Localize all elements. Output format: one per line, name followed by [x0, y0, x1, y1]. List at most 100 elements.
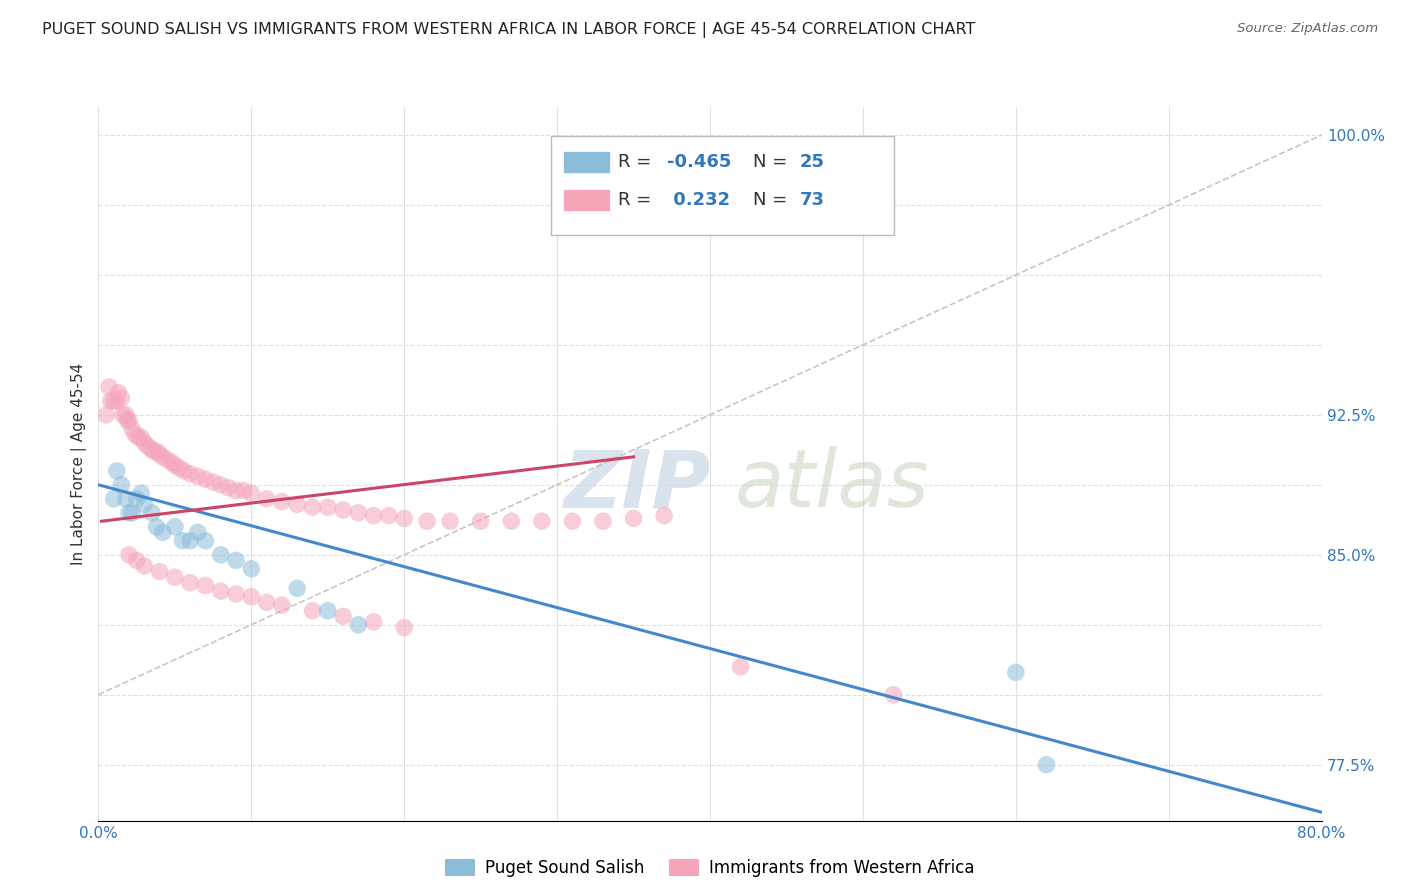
Point	[134, 559, 156, 574]
Point	[332, 609, 354, 624]
Point	[173, 464, 195, 478]
Point	[98, 380, 121, 394]
Point	[187, 525, 209, 540]
Point	[225, 553, 247, 567]
Point	[378, 508, 401, 523]
Point	[152, 450, 174, 464]
Point	[883, 688, 905, 702]
Point	[125, 491, 148, 506]
Point	[103, 491, 125, 506]
Point	[129, 430, 152, 444]
Text: N =: N =	[752, 191, 793, 209]
Point	[1035, 757, 1057, 772]
Point	[530, 514, 553, 528]
Point	[179, 575, 201, 590]
Point	[392, 511, 416, 525]
Point	[730, 659, 752, 673]
Point	[110, 391, 132, 405]
Point	[240, 486, 263, 500]
Point	[134, 435, 156, 450]
Point	[179, 467, 201, 481]
Text: R =: R =	[619, 153, 657, 171]
Text: PUGET SOUND SALISH VS IMMIGRANTS FROM WESTERN AFRICA IN LABOR FORCE | AGE 45-54 : PUGET SOUND SALISH VS IMMIGRANTS FROM WE…	[42, 22, 976, 38]
Point	[156, 452, 179, 467]
Point	[163, 520, 186, 534]
Text: -0.465: -0.465	[668, 153, 731, 171]
Point	[439, 514, 461, 528]
Point	[139, 442, 162, 456]
Point	[127, 430, 149, 444]
Text: 0.232: 0.232	[668, 191, 730, 209]
Point	[142, 444, 165, 458]
Point	[118, 548, 141, 562]
Point	[363, 508, 385, 523]
Point	[301, 500, 323, 515]
Point	[202, 475, 225, 489]
Point	[209, 548, 232, 562]
Point	[316, 604, 339, 618]
Point	[110, 478, 132, 492]
Point	[652, 508, 675, 523]
Text: 73: 73	[800, 191, 824, 209]
Point	[134, 497, 156, 511]
Point	[501, 514, 523, 528]
Point	[194, 533, 217, 548]
Point	[129, 486, 152, 500]
Point	[316, 500, 339, 515]
Point	[141, 506, 163, 520]
Point	[121, 422, 143, 436]
Text: atlas: atlas	[734, 446, 929, 524]
Point	[363, 615, 385, 629]
Point	[232, 483, 254, 498]
Bar	[564, 189, 610, 211]
Point	[225, 483, 247, 498]
Point	[209, 584, 232, 599]
Point	[117, 413, 139, 427]
Point	[470, 514, 492, 528]
Point	[270, 494, 292, 508]
Point	[285, 497, 308, 511]
Point	[240, 590, 263, 604]
Point	[107, 385, 129, 400]
Point	[194, 578, 217, 592]
Point	[240, 562, 263, 576]
Point	[225, 587, 247, 601]
Point	[149, 565, 172, 579]
Point	[124, 427, 146, 442]
Point	[256, 595, 278, 609]
Point	[111, 408, 134, 422]
Point	[163, 458, 186, 473]
Point	[136, 439, 159, 453]
Text: ZIP: ZIP	[562, 446, 710, 524]
Point	[94, 408, 117, 422]
Point	[118, 506, 141, 520]
Legend: Puget Sound Salish, Immigrants from Western Africa: Puget Sound Salish, Immigrants from West…	[439, 852, 981, 884]
Point	[592, 514, 614, 528]
Point	[145, 520, 167, 534]
Point	[125, 553, 148, 567]
Point	[301, 604, 323, 618]
Point	[347, 617, 370, 632]
Point	[332, 503, 354, 517]
Point	[149, 447, 172, 461]
Point	[100, 393, 122, 408]
Point	[163, 570, 186, 584]
Point	[256, 491, 278, 506]
Point	[623, 511, 645, 525]
Point	[285, 582, 308, 596]
Text: 25: 25	[800, 153, 824, 171]
Point	[172, 533, 194, 548]
Point	[121, 506, 143, 520]
Point	[416, 514, 439, 528]
Point	[561, 514, 583, 528]
Point	[217, 481, 239, 495]
Point	[105, 464, 128, 478]
Point	[179, 533, 201, 548]
Y-axis label: In Labor Force | Age 45-54: In Labor Force | Age 45-54	[72, 363, 87, 565]
Point	[1004, 665, 1026, 680]
Point	[115, 408, 138, 422]
Point	[187, 469, 209, 483]
FancyBboxPatch shape	[551, 136, 894, 235]
Text: Source: ZipAtlas.com: Source: ZipAtlas.com	[1237, 22, 1378, 36]
Point	[152, 525, 174, 540]
